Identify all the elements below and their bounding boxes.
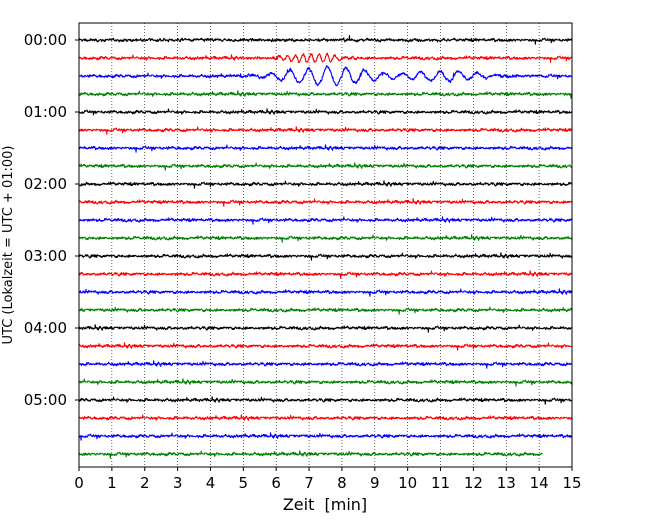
x-tick-label: 8	[337, 474, 347, 492]
x-tick-label: 4	[206, 474, 216, 492]
trace-0215	[78, 198, 573, 207]
y-tick-label: 03:00	[24, 247, 67, 265]
x-axis-ticks: 0 1 2 3 4 5 6 7 8 9 10 11 12 13 14 15	[74, 467, 582, 492]
trace-0445	[78, 378, 573, 387]
x-tick-label: 9	[370, 474, 380, 492]
y-tick-label: 04:00	[24, 319, 67, 337]
trace-0045	[78, 90, 573, 99]
y-tick-label: 00:00	[24, 31, 67, 49]
trace-0245	[78, 234, 573, 243]
trace-lines	[78, 34, 573, 459]
plot-frame	[78, 22, 573, 468]
trace-0200	[78, 180, 573, 189]
x-tick-label: 3	[173, 474, 183, 492]
trace-0015	[78, 52, 573, 64]
trace-0115	[78, 126, 573, 135]
y-tick-label: 01:00	[24, 103, 67, 121]
trace-0515	[78, 414, 573, 421]
trace-0400	[78, 324, 573, 333]
x-tick-label: 5	[239, 474, 249, 492]
x-tick-label: 11	[431, 474, 450, 492]
trace-0300	[78, 252, 573, 261]
x-tick-label: 7	[304, 474, 314, 492]
x-tick-label: 2	[140, 474, 150, 492]
trace-0315	[78, 270, 573, 279]
x-tick-label: 12	[464, 474, 483, 492]
y-axis-ticks: 00:00 01:00 02:00 03:00 04:00 05:00	[24, 31, 79, 409]
trace-0545	[78, 450, 543, 459]
trace-0000	[78, 34, 573, 45]
trace-0330	[78, 288, 573, 297]
trace-0230	[78, 216, 573, 225]
x-tick-label: 13	[497, 474, 516, 492]
trace-0530	[78, 432, 573, 441]
x-axis-label: Zeit [min]	[283, 495, 367, 514]
y-tick-label: 05:00	[24, 391, 67, 409]
trace-0415	[78, 342, 573, 351]
trace-0500	[78, 396, 573, 405]
y-tick-label: 02:00	[24, 175, 67, 193]
x-tick-label: 0	[74, 474, 84, 492]
x-tick-label: 14	[530, 474, 549, 492]
trace-0100	[78, 108, 573, 116]
trace-0030	[78, 65, 573, 87]
grid-lines	[111, 23, 540, 467]
x-tick-label: 1	[107, 474, 117, 492]
x-tick-label: 6	[271, 474, 281, 492]
trace-0145	[78, 162, 573, 171]
trace-0130	[78, 144, 573, 153]
x-tick-label: 10	[398, 474, 417, 492]
x-tick-label: 15	[562, 474, 581, 492]
trace-0345	[78, 306, 573, 315]
y-axis-label: UTC (Lokalzeit = UTC + 01:00)	[1, 146, 16, 345]
trace-0430	[78, 360, 573, 369]
